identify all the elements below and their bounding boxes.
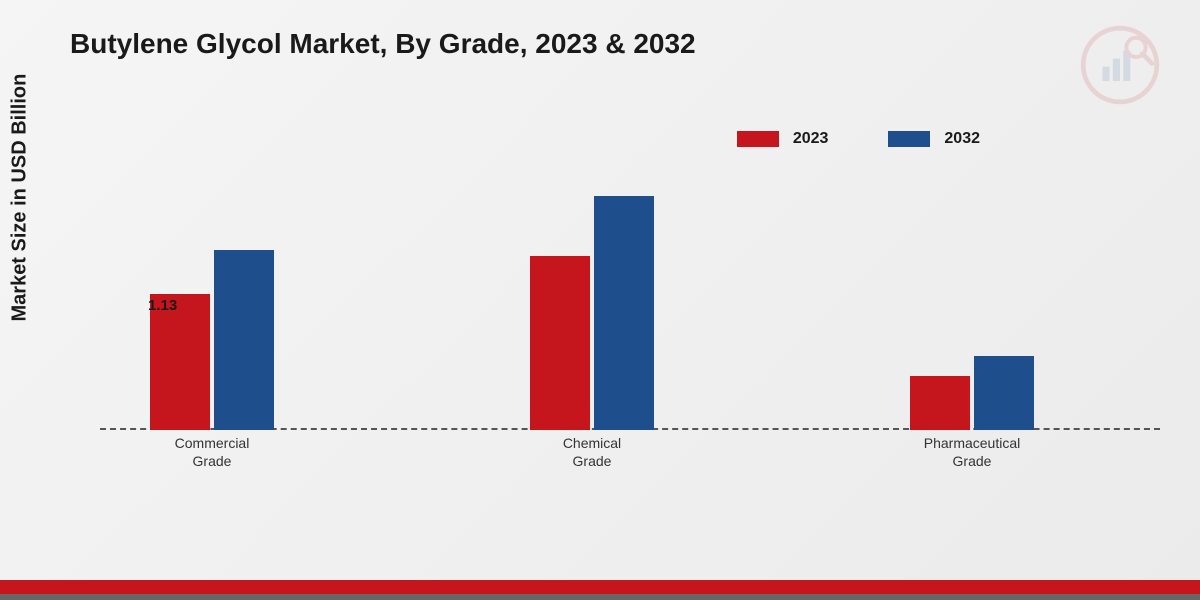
- bar-group-chemical: [530, 196, 654, 430]
- bar-chemical-2032: [594, 196, 654, 430]
- legend: 2023 2032: [737, 130, 980, 148]
- x-label-pharma: Pharmaceutical Grade: [912, 435, 1032, 470]
- x-label-line1: Pharmaceutical: [924, 435, 1021, 451]
- bar-group-commercial: [150, 250, 274, 430]
- x-label-line2: Grade: [193, 453, 232, 469]
- value-label-commercial-2023: 1.13: [148, 297, 177, 314]
- legend-swatch-2023: [737, 131, 779, 147]
- footer-red-stripe: [0, 580, 1200, 594]
- footer-bar: [0, 580, 1200, 600]
- y-axis-label: Market Size in USD Billion: [9, 74, 32, 322]
- bar-pharma-2032: [974, 356, 1034, 430]
- x-label-chemical: Chemical Grade: [532, 435, 652, 470]
- bar-commercial-2032: [214, 250, 274, 430]
- legend-item-2023: 2023: [737, 130, 829, 148]
- plot-area: 2023 2032 1.13 Commercial Grade Chemical…: [100, 130, 1160, 470]
- chart-title: Butylene Glycol Market, By Grade, 2023 &…: [70, 28, 1160, 60]
- legend-label-2023: 2023: [793, 130, 829, 148]
- x-label-line2: Grade: [953, 453, 992, 469]
- bar-pharma-2023: [910, 376, 970, 430]
- watermark-logo-icon: [1080, 25, 1160, 105]
- bar-chemical-2023: [530, 256, 590, 430]
- footer-gray-stripe: [0, 594, 1200, 600]
- x-label-line1: Commercial: [175, 435, 250, 451]
- bar-commercial-2023: [150, 294, 210, 430]
- bar-group-pharma: [910, 356, 1034, 430]
- x-label-line1: Chemical: [563, 435, 621, 451]
- legend-item-2032: 2032: [888, 130, 980, 148]
- chart-container: Butylene Glycol Market, By Grade, 2023 &…: [0, 0, 1200, 580]
- x-label-line2: Grade: [573, 453, 612, 469]
- legend-swatch-2032: [888, 131, 930, 147]
- x-label-commercial: Commercial Grade: [152, 435, 272, 470]
- legend-label-2032: 2032: [944, 130, 980, 148]
